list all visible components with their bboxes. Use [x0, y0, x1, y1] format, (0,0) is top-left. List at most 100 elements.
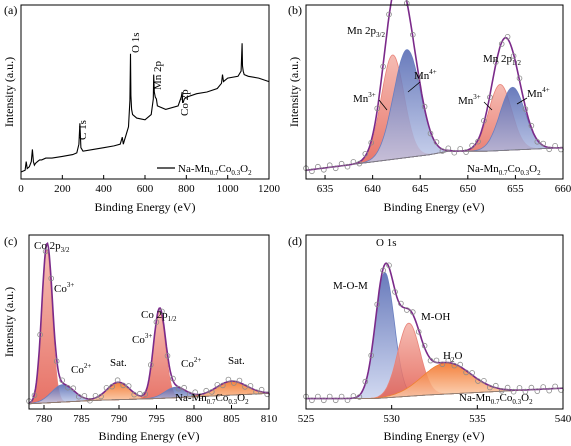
raw-data-point — [540, 384, 546, 390]
x-tick-label: 655 — [507, 183, 524, 195]
raw-data-point — [421, 342, 428, 349]
raw-data-point — [53, 358, 60, 365]
raw-data-point — [392, 289, 398, 295]
raw-data-point — [253, 389, 259, 395]
raw-data-point — [236, 377, 243, 384]
raw-data-point — [403, 0, 410, 7]
raw-data-point — [350, 159, 357, 165]
raw-data-point — [368, 139, 375, 146]
raw-data-point — [409, 309, 416, 315]
envelope-fit-line — [28, 241, 269, 404]
x-tick-label: 660 — [555, 183, 571, 195]
x-axis-label-d: Binding Energy (eV) — [383, 429, 484, 443]
raw-data-point — [137, 390, 143, 397]
raw-data-point — [320, 167, 327, 173]
annotation-mn4plus-left: Mn4+ — [414, 68, 437, 82]
x-tick-label: 645 — [412, 183, 429, 195]
raw-data-point — [374, 301, 381, 308]
raw-data-point — [309, 168, 315, 175]
annotation-h2o: H2O — [443, 350, 462, 364]
raw-data-point — [403, 307, 410, 313]
annotation-o1s: O 1s — [130, 33, 142, 53]
annotation-mn4plus-right: Mn4+ — [527, 86, 550, 100]
raw-data-point — [427, 130, 434, 137]
plot-frame-a — [20, 4, 270, 180]
x-tick-label: 530 — [383, 413, 400, 425]
raw-data-point — [528, 384, 535, 391]
raw-data-point — [451, 362, 458, 369]
legend-label-c: Na-Mn0.7Co0.3O2 — [175, 392, 249, 406]
raw-data-point — [451, 149, 458, 156]
raw-data-point — [415, 74, 422, 80]
raw-data-point — [504, 33, 511, 40]
raw-data-point — [186, 391, 193, 398]
raw-data-point — [457, 146, 464, 152]
x-tick-label: 400 — [95, 183, 112, 195]
raw-data-point — [481, 117, 487, 124]
annotation-mn2p12: Mn 2p1/2 — [483, 53, 521, 67]
raw-data-point — [98, 393, 104, 400]
raw-data-point — [380, 63, 386, 70]
raw-data-point — [457, 361, 464, 368]
legend-label-a: Na-Mn0.7Co0.3O2 — [178, 163, 252, 177]
raw-data-point — [386, 262, 392, 269]
raw-data-point — [380, 267, 386, 274]
annotation-o1s-d: O 1s — [376, 237, 396, 249]
x-tick-label: 600 — [137, 183, 154, 195]
annotation-co2p32: Co 2p3/2 — [34, 240, 70, 254]
y-axis-label-c: Intensity (a.u.) — [2, 287, 16, 357]
raw-data-point — [338, 393, 345, 400]
panel-label-c: (c) — [4, 234, 17, 248]
pointer-mn3plus-left — [378, 99, 388, 111]
baseline-line — [28, 392, 270, 405]
pointer-mn4plus-left — [407, 81, 421, 93]
annotation-sat-right: Sat. — [228, 355, 245, 367]
annotation-co3plus-left: Co3+ — [54, 281, 74, 295]
raw-data-point — [540, 140, 546, 147]
raw-data-point — [362, 151, 369, 157]
raw-data-point — [320, 397, 327, 404]
raw-data-point — [487, 384, 493, 391]
annotation-c1s: C 1s — [77, 120, 89, 140]
raw-data-point — [510, 388, 517, 395]
panel-label-d: (d) — [288, 234, 302, 248]
raw-data-point — [209, 389, 215, 395]
raw-data-point — [175, 385, 182, 392]
raw-data-point — [37, 331, 43, 338]
raw-data-point — [159, 308, 165, 315]
raw-data-point — [510, 53, 517, 59]
raw-data-point — [258, 386, 265, 393]
raw-data-point — [164, 352, 171, 359]
raw-data-point — [87, 397, 93, 404]
annotation-mom: M-O-M — [333, 280, 368, 292]
raw-data-point — [463, 149, 469, 155]
raw-data-point — [332, 397, 339, 404]
x-axis-c: 780 785 790 795 800 805 810 — [36, 405, 278, 425]
x-tick-label: 640 — [364, 183, 381, 195]
raw-data-point — [492, 59, 499, 65]
x-tick-label: 650 — [460, 183, 477, 195]
raw-data-point — [415, 328, 422, 335]
x-tick-label: 535 — [469, 413, 486, 425]
x-tick-label: 790 — [111, 413, 128, 425]
x-tick-label: 805 — [223, 413, 240, 425]
plot-frame-d — [305, 234, 564, 410]
x-axis-label-b: Binding Energy (eV) — [383, 200, 484, 214]
raw-data-point — [374, 105, 381, 112]
raw-data-point — [214, 381, 221, 388]
raw-data-point — [326, 393, 333, 400]
panel-d: (d) 525 530 535 540 Binding Energy (eV) O 1… — [288, 234, 571, 443]
raw-data-point — [445, 357, 452, 364]
survey-spectrum-line — [20, 43, 270, 173]
raw-data-point — [398, 300, 404, 307]
x-tick-label: 0 — [18, 183, 24, 195]
raw-data-point — [481, 377, 487, 384]
plot-frame-c — [28, 234, 270, 410]
panel-c: (c) 780 785 790 795 800 805 810 Intensity (a.u… — [2, 234, 278, 443]
y-axis-label-b: Intensity (a.u.) — [287, 57, 301, 127]
raw-data-point — [433, 357, 440, 364]
raw-data-point — [326, 162, 333, 169]
raw-data-point — [197, 393, 204, 399]
raw-data-point — [552, 383, 558, 390]
raw-data-point — [131, 391, 138, 398]
